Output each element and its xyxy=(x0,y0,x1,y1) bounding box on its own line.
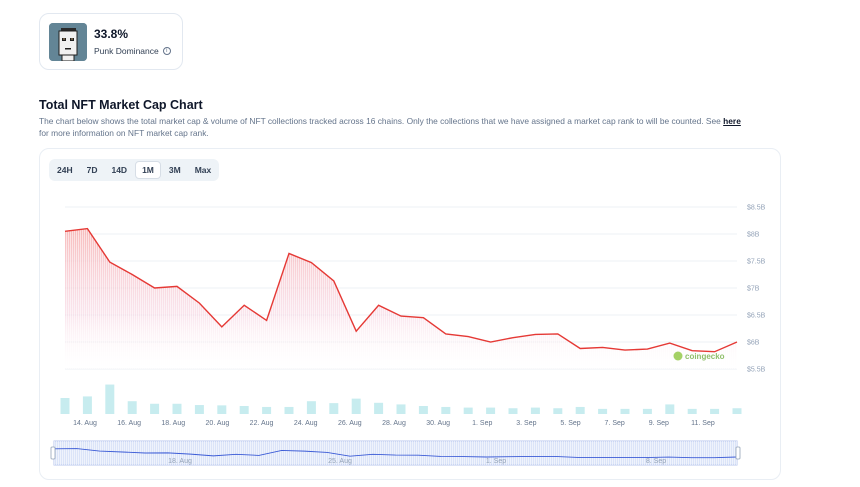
coingecko-watermark: coingecko xyxy=(685,352,725,361)
y-tick-label: $8.5B xyxy=(747,205,766,212)
volume-bar xyxy=(60,398,70,414)
y-tick-label: $8B xyxy=(747,232,760,239)
x-tick-label: 11. Sep xyxy=(691,420,715,427)
market-cap-chart[interactable]: $8.5B $8B $7.5B $7B $6.5B $6B $5.5B coingecko 14… xyxy=(40,149,782,481)
volume-bar xyxy=(150,403,160,414)
x-tick-label: 14. Aug xyxy=(73,420,97,427)
navigator-label: 8. Sep xyxy=(646,458,666,465)
y-tick-label: $7B xyxy=(747,286,760,293)
volume-bar xyxy=(217,405,227,414)
volume-bar xyxy=(127,401,137,414)
volume-bar xyxy=(284,406,294,414)
volume-bar xyxy=(194,405,204,414)
navigator-line xyxy=(53,448,738,459)
punk-dominance-card: 33.8% Punk Dominance i xyxy=(39,13,183,70)
chart-section-title: Total NFT Market Cap Chart xyxy=(39,98,203,112)
y-tick-label: $5.5B xyxy=(747,367,766,374)
volume-bar xyxy=(418,406,428,414)
x-tick-label: 3. Sep xyxy=(516,420,536,427)
x-tick-label: 22. Aug xyxy=(250,420,274,427)
coingecko-logo-icon xyxy=(673,351,683,361)
dominance-value: 33.8% xyxy=(94,27,129,41)
navigator-right-handle[interactable] xyxy=(735,446,741,460)
x-tick-label: 7. Sep xyxy=(605,420,625,427)
navigator-label: 1. Sep xyxy=(486,458,506,465)
x-tick-label: 26. Aug xyxy=(338,420,362,427)
range-tab-24h[interactable]: 24H xyxy=(57,165,73,175)
x-tick-label: 5. Sep xyxy=(560,420,580,427)
volume-bar xyxy=(508,408,518,414)
range-tab-7d[interactable]: 7D xyxy=(86,165,98,175)
market-cap-chart-card: $8.5B $8B $7.5B $7B $6.5B $6B $5.5B coingecko 14… xyxy=(39,148,781,480)
navigator-left-handle[interactable] xyxy=(50,446,56,460)
volume-bar xyxy=(351,398,361,414)
volume-bar xyxy=(530,407,540,414)
volume-bar xyxy=(329,403,339,414)
volume-bar xyxy=(396,404,406,414)
x-tick-label: 20. Aug xyxy=(206,420,230,427)
volume-bar xyxy=(239,406,249,414)
x-tick-label: 28. Aug xyxy=(382,420,406,427)
time-range-tabs: 24H 7D 14D 1M 3M Max xyxy=(49,159,220,181)
volume-bar xyxy=(441,406,451,414)
volume-bar xyxy=(642,408,652,414)
cryptopunk-avatar xyxy=(49,22,87,61)
volume-bar xyxy=(486,407,496,414)
x-tick-label: 30. Aug xyxy=(426,420,450,427)
x-tick-label: 16. Aug xyxy=(117,420,141,427)
volume-bar xyxy=(463,407,473,414)
market-cap-rank-link[interactable]: here xyxy=(723,116,741,126)
volume-bar xyxy=(172,403,182,414)
volume-bar xyxy=(665,404,675,414)
description-text: The chart below shows the total market c… xyxy=(39,116,721,126)
volume-bar xyxy=(620,408,630,414)
navigator-label: 25. Aug xyxy=(328,458,352,465)
y-tick-label: $7.5B xyxy=(747,259,766,266)
dominance-label: Punk Dominance xyxy=(94,46,159,56)
navigator-label: 18. Aug xyxy=(168,458,192,465)
range-tab-14d[interactable]: 14D xyxy=(111,165,128,175)
volume-bar xyxy=(262,406,272,414)
volume-bar xyxy=(374,402,384,414)
volume-bar xyxy=(105,384,115,414)
range-tab-1m[interactable]: 1M xyxy=(135,161,161,179)
volume-bar xyxy=(575,406,585,414)
volume-bar xyxy=(82,396,92,414)
range-tab-3m[interactable]: 3M xyxy=(168,165,181,175)
volume-bar xyxy=(553,408,563,414)
market-cap-area-texture xyxy=(65,228,737,369)
description-end-text: for more information on NFT market cap r… xyxy=(39,127,209,138)
volume-bar xyxy=(732,408,742,414)
x-tick-label: 24. Aug xyxy=(294,420,318,427)
range-tab-max[interactable]: Max xyxy=(194,165,212,175)
volume-bar xyxy=(306,401,316,414)
volume-bar xyxy=(598,408,608,414)
info-icon[interactable]: i xyxy=(162,47,171,55)
volume-bar xyxy=(710,408,720,414)
x-tick-label: 1. Sep xyxy=(472,420,492,427)
y-tick-label: $6.5B xyxy=(747,313,766,320)
x-tick-label: 9. Sep xyxy=(649,420,669,427)
chart-section-description: The chart below shows the total market c… xyxy=(39,116,779,139)
volume-bar xyxy=(687,408,697,414)
market-cap-line xyxy=(64,227,738,353)
y-tick-label: $6B xyxy=(747,340,760,347)
x-tick-label: 18. Aug xyxy=(161,420,185,427)
